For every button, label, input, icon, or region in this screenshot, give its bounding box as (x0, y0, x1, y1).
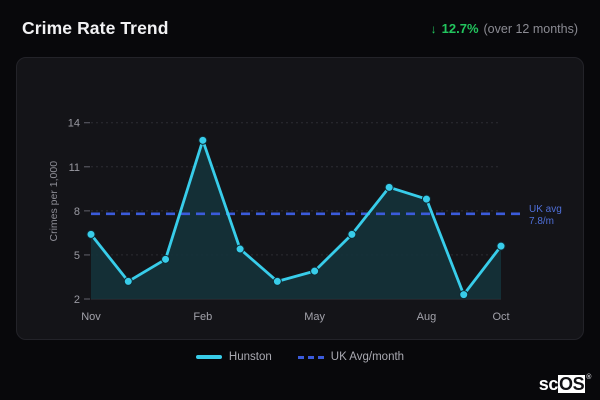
legend-item-1[interactable]: Hunston (195, 351, 272, 363)
uk-avg-annotation-line2: 7.8/m (529, 216, 554, 227)
legend-item-2[interactable]: UK Avg/month (297, 351, 405, 363)
chart-card: 2 5 8 11 14 Nov Feb May Aug Oct Crimes per 1,000… (16, 57, 584, 340)
watermark-registered-icon: ® (586, 374, 591, 381)
legend-swatch-dashed (297, 355, 324, 359)
y-tick-label: 2 (74, 294, 80, 306)
x-axis-ticks: Nov Feb May Aug Oct (81, 298, 510, 323)
data-point-marker[interactable] (421, 194, 431, 204)
area-fill (91, 140, 501, 299)
data-point-marker[interactable] (198, 135, 208, 145)
trend-delta-value: 12.7% (441, 21, 479, 36)
series-path (89, 138, 503, 296)
x-tick-label: May (304, 311, 325, 323)
data-point-marker[interactable] (161, 254, 171, 264)
trend-down-arrow-icon: ↓ (430, 22, 437, 36)
header: Crime Rate Trend ↓ 12.7% (over 12 months… (0, 0, 600, 57)
x-tick-label: Aug (417, 311, 437, 323)
data-point-marker[interactable] (347, 229, 357, 239)
uk-avg-annotation-line1: UK avg (529, 204, 562, 215)
data-point-marker[interactable] (272, 276, 282, 286)
scos-watermark: sc OS ® (538, 374, 591, 394)
watermark-text-sc: sc (538, 374, 559, 394)
y-axis-ticks: 2 5 8 11 14 (68, 118, 90, 306)
watermark-text-os: OS (558, 374, 586, 394)
y-tick-label: 8 (74, 206, 80, 218)
data-point-marker[interactable] (496, 241, 506, 251)
trend-delta-period: (over 12 months) (483, 22, 578, 36)
data-point-marker[interactable] (86, 229, 96, 239)
data-point-marker[interactable] (459, 290, 469, 300)
legend-swatch-solid (195, 355, 222, 359)
y-axis-title-text: Crimes per 1,000 (48, 161, 60, 242)
y-axis-title: Crimes per 1,000 (48, 161, 60, 242)
legend-label: Hunston (228, 351, 272, 363)
trend-delta-badge: ↓ 12.7% (over 12 months) (431, 21, 578, 36)
legend-label: UK Avg/month (330, 351, 405, 363)
series-line-hunston (89, 138, 503, 296)
y-tick-label: 5 (74, 250, 80, 262)
chart-legend: Hunston UK Avg/month (0, 351, 600, 363)
page-title: Crime Rate Trend (22, 18, 169, 38)
y-tick-label: 14 (68, 118, 80, 130)
x-tick-label: Nov (81, 311, 101, 323)
x-tick-label: Oct (492, 311, 509, 323)
series-area-fill (91, 140, 501, 299)
x-tick-label: Feb (193, 311, 212, 323)
line-chart-plot: 2 5 8 11 14 Nov Feb May Aug Oct Crimes per 1,000… (48, 118, 562, 323)
series-markers-hunston (86, 135, 506, 300)
data-point-marker[interactable] (235, 244, 245, 254)
data-point-marker[interactable] (384, 182, 394, 192)
y-tick-label: 11 (69, 162, 80, 174)
data-point-marker[interactable] (310, 266, 320, 276)
data-point-marker[interactable] (123, 276, 133, 286)
